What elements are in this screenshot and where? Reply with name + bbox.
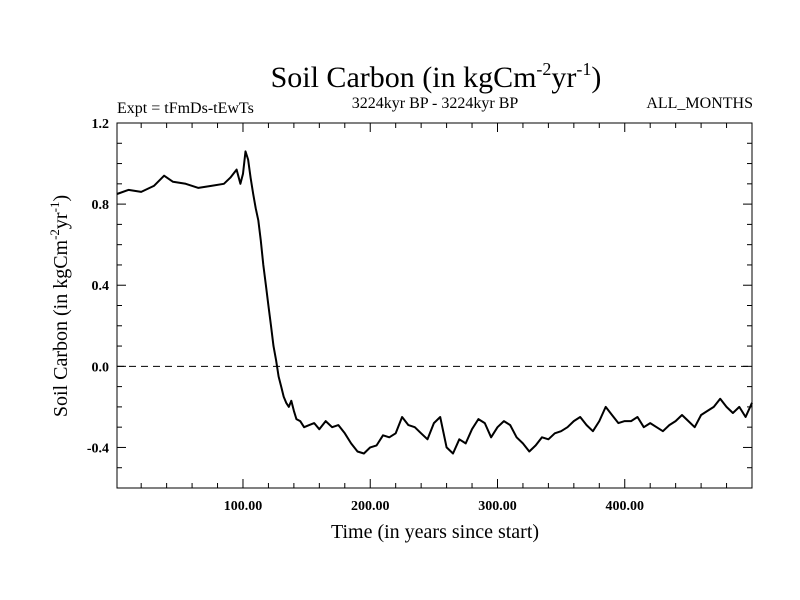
x-tick-label: 300.00 [478, 499, 517, 514]
y-tick-label: 0.0 [92, 360, 110, 375]
axis-ticks [117, 123, 752, 488]
y-tick-label: 1.2 [92, 117, 110, 132]
x-tick-label: 100.00 [224, 499, 263, 514]
y-tick-label: 0.8 [92, 198, 110, 213]
y-tick-label: 0.4 [92, 279, 110, 294]
series-line-soil-carbon [116, 150, 753, 455]
x-tick-label: 200.00 [351, 499, 390, 514]
months-label: ALL_MONTHS [646, 95, 753, 112]
x-tick-label: 400.00 [605, 499, 644, 514]
plot-frame [116, 122, 753, 489]
experiment-label: Expt = tFmDs-tEwTs [117, 100, 254, 117]
chart-title: Soil Carbon (in kgCm-2yr-1) [271, 59, 602, 94]
period-label: 3224kyr BP - 3224kyr BP [352, 95, 519, 112]
y-tick-label: -0.4 [87, 441, 109, 456]
tick-labels: 100.00 200.00 300.00 400.00 1.2 0.8 0.4 0.0 -0.4 [87, 117, 644, 514]
x-axis-label: Time (in years since start) [331, 521, 539, 543]
y-axis-label: Soil Carbon (in kgCm-2yr-1) [47, 195, 72, 417]
